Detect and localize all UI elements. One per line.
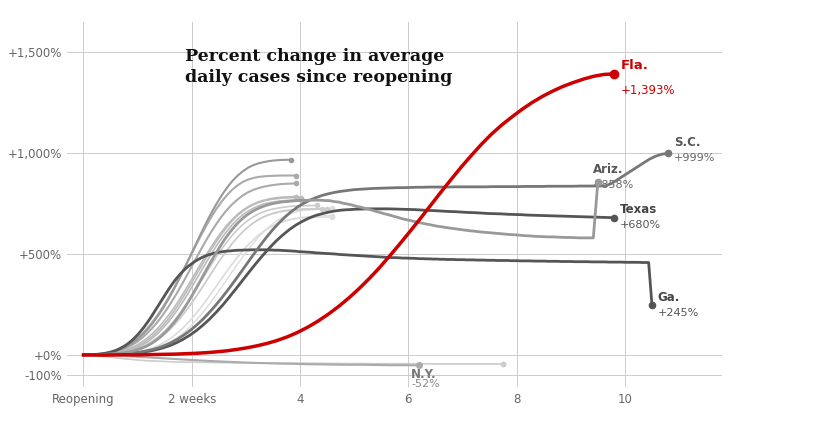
Text: Ga.: Ga.	[658, 291, 680, 304]
Text: Texas: Texas	[620, 203, 657, 216]
Text: N.Y.: N.Y.	[411, 368, 437, 381]
Text: Fla.: Fla.	[621, 59, 648, 72]
Text: +245%: +245%	[658, 308, 699, 318]
Text: +680%: +680%	[620, 220, 660, 230]
Text: Percent change in average
daily cases since reopening: Percent change in average daily cases si…	[185, 48, 453, 86]
Text: Ariz.: Ariz.	[592, 163, 623, 176]
Text: S.C.: S.C.	[674, 136, 701, 149]
Text: +858%: +858%	[592, 180, 633, 190]
Text: +1,393%: +1,393%	[621, 84, 675, 97]
Text: -52%: -52%	[411, 378, 440, 389]
Text: +999%: +999%	[674, 154, 715, 163]
